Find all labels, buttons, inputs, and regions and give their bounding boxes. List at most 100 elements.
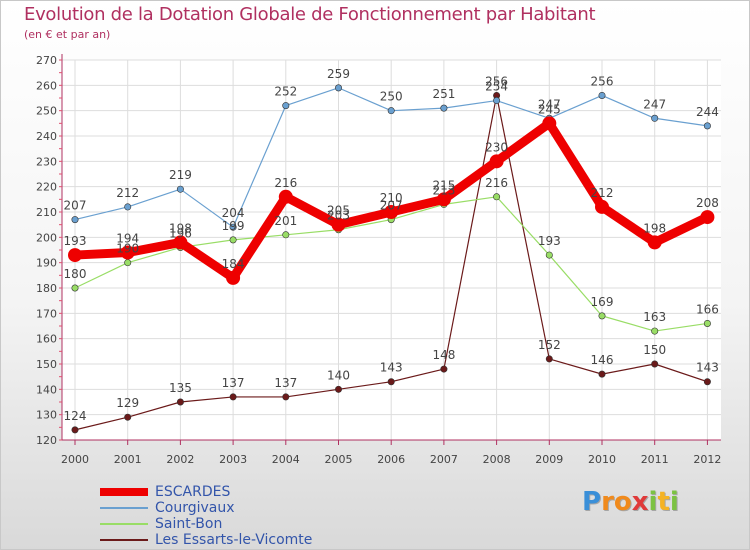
data-point-saint-bon [703, 319, 711, 327]
data-label-les-essarts: 146 [591, 353, 614, 367]
data-point-escardes [68, 248, 82, 263]
data-point-courgivaux [282, 102, 290, 110]
data-label-courgivaux: 247 [643, 97, 666, 111]
data-label-saint-bon: 193 [538, 234, 561, 248]
y-tick-label: 200 [36, 231, 57, 244]
data-point-les-essarts [440, 365, 448, 373]
data-point-escardes [384, 205, 399, 219]
y-tick-label: 260 [36, 79, 57, 92]
data-point-escardes [489, 154, 504, 169]
data-label-saint-bon: 207 [380, 199, 403, 213]
legend-label-saint-bon: Saint-Bon [155, 516, 223, 532]
y-tick-label: 190 [36, 257, 57, 270]
data-label-escardes: 208 [696, 196, 719, 210]
data-label-escardes: 210 [380, 191, 403, 205]
x-tick-label: 2003 [219, 453, 247, 466]
data-label-les-essarts: 143 [696, 361, 719, 375]
legend-swatch-saint-bon [100, 523, 148, 525]
data-label-escardes: 198 [643, 221, 666, 235]
data-label-escardes: 216 [274, 176, 297, 190]
data-label-escardes: 245 [538, 102, 561, 116]
proxiti-logo: Proxiti [582, 487, 679, 517]
logo-letter: P [582, 487, 602, 517]
legend-item-courgivaux[interactable]: Courgivaux [100, 500, 360, 516]
x-tick-label: 2002 [166, 453, 194, 466]
logo-letter: i [669, 487, 679, 517]
data-point-escardes [542, 116, 557, 131]
data-point-les-essarts [598, 370, 606, 378]
x-tick-label: 2004 [272, 453, 300, 466]
data-point-saint-bon [229, 236, 237, 244]
data-label-escardes: 215 [432, 178, 455, 192]
chart-title: Evolution de la Dotation Globale de Fonc… [24, 4, 596, 25]
x-tick-label: 2008 [483, 453, 511, 466]
x-tick-label: 2005 [325, 453, 353, 466]
data-label-escardes: 230 [485, 140, 508, 154]
data-label-saint-bon: 199 [222, 219, 245, 233]
data-point-escardes [700, 210, 715, 225]
data-point-les-essarts [229, 393, 237, 401]
data-point-saint-bon [598, 312, 606, 320]
x-tick-label: 2000 [61, 453, 89, 466]
data-label-saint-bon: 216 [485, 176, 508, 190]
legend-label-escardes: ESCARDES [155, 484, 231, 500]
data-point-courgivaux [71, 216, 79, 224]
data-point-saint-bon [651, 327, 659, 335]
data-point-courgivaux [493, 97, 501, 105]
data-label-les-essarts: 148 [432, 348, 455, 362]
data-point-les-essarts [387, 378, 395, 386]
data-label-courgivaux: 252 [274, 85, 297, 99]
data-label-saint-bon: 213 [432, 183, 455, 197]
data-label-saint-bon: 196 [169, 226, 192, 240]
y-tick-label: 140 [36, 383, 57, 396]
data-label-courgivaux: 244 [696, 105, 719, 119]
data-point-courgivaux [124, 203, 132, 211]
x-tick-label: 2007 [430, 453, 458, 466]
legend-item-escardes[interactable]: ESCARDES [100, 484, 360, 500]
data-point-les-essarts [282, 393, 290, 401]
y-tick-label: 270 [36, 54, 57, 67]
data-label-courgivaux: 250 [380, 90, 403, 104]
data-label-les-essarts: 150 [643, 343, 666, 357]
data-point-les-essarts [651, 360, 659, 368]
logo-letter: r [601, 487, 614, 517]
data-label-escardes: 205 [327, 204, 350, 218]
data-point-courgivaux [703, 122, 711, 130]
y-tick-label: 150 [36, 358, 57, 371]
data-label-courgivaux: 251 [432, 87, 455, 101]
data-point-saint-bon [124, 259, 132, 267]
y-tick-label: 180 [36, 282, 57, 295]
data-label-courgivaux: 212 [116, 186, 139, 200]
data-point-courgivaux [651, 114, 659, 122]
y-tick-label: 250 [36, 105, 57, 118]
data-label-les-essarts: 140 [327, 368, 350, 382]
data-label-saint-bon: 180 [64, 267, 87, 281]
logo-letter: t [657, 487, 670, 517]
legend-label-courgivaux: Courgivaux [155, 500, 235, 516]
data-point-escardes [226, 270, 241, 285]
x-tick-label: 2010 [588, 453, 616, 466]
data-point-saint-bon [493, 193, 501, 201]
logo-letter: o [613, 487, 632, 517]
data-point-courgivaux [598, 91, 606, 99]
data-label-escardes: 194 [116, 232, 139, 246]
data-label-saint-bon: 203 [327, 209, 350, 223]
y-tick-label: 210 [36, 206, 57, 219]
y-tick-label: 230 [36, 155, 57, 168]
data-label-saint-bon: 201 [274, 214, 297, 228]
chart-subtitle: (en € et par an) [24, 28, 111, 41]
data-label-les-essarts: 256 [485, 74, 508, 88]
legend-item-les-essarts[interactable]: Les Essarts-le-Vicomte [100, 532, 360, 548]
legend-item-saint-bon[interactable]: Saint-Bon [100, 516, 360, 532]
data-point-saint-bon [71, 284, 79, 292]
data-point-les-essarts [334, 385, 342, 393]
data-point-les-essarts [545, 355, 553, 363]
data-label-escardes: 198 [169, 221, 192, 235]
data-label-les-essarts: 129 [116, 396, 139, 410]
data-label-escardes: 193 [64, 234, 87, 248]
data-point-escardes [331, 217, 346, 232]
data-label-courgivaux: 204 [222, 206, 245, 220]
data-label-courgivaux: 219 [169, 168, 192, 182]
data-label-courgivaux: 254 [485, 80, 508, 94]
